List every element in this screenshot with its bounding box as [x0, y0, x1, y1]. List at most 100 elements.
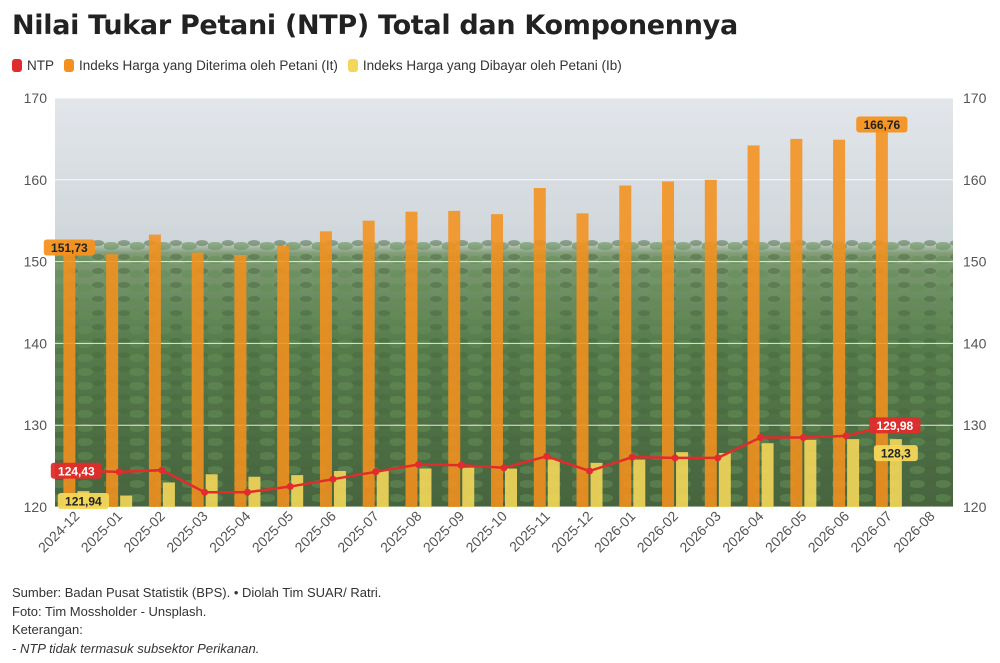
- bar-ib: [162, 482, 175, 507]
- legend-swatch-ib: [347, 59, 358, 72]
- x-tick-label: 2025-10: [462, 508, 510, 556]
- bar-it: [833, 139, 846, 507]
- bar-ib: [505, 468, 517, 507]
- y-tick-label-left: 170: [24, 90, 48, 106]
- bar-it: [277, 246, 290, 508]
- note-text: - NTP tidak termasuk subsektor Perikanan…: [12, 640, 260, 656]
- ntp-point: [586, 467, 594, 475]
- x-tick-label: 2026-01: [591, 508, 639, 556]
- ntp-point: [329, 475, 337, 483]
- legend-item-ntp[interactable]: NTP: [12, 58, 54, 73]
- bar-ib: [333, 471, 346, 507]
- ntp-point: [158, 466, 166, 474]
- bar-it: [704, 179, 717, 508]
- source-note: Sumber: Badan Pusat Statistik (BPS). • D…: [12, 585, 382, 600]
- bar-ib: [120, 495, 133, 507]
- legend-item-ib[interactable]: Indeks Harga yang Dibayar oleh Petani (I…: [347, 58, 622, 73]
- ntp-point: [286, 483, 294, 491]
- bar-ib: [676, 452, 689, 507]
- data-label: 166,76: [864, 118, 901, 132]
- photo-overlay: [55, 98, 953, 507]
- bar-it: [448, 210, 461, 507]
- y-tick-label-left: 160: [24, 172, 48, 188]
- photo-foliage: [55, 238, 953, 507]
- bar-it: [319, 231, 332, 508]
- data-label-bg: [869, 417, 921, 434]
- bar-it: [747, 145, 760, 507]
- bar-ib: [547, 459, 560, 507]
- chart-footer: Sumber: Badan Pusat Statistik (BPS). • D…: [12, 584, 381, 658]
- ntp-point: [372, 468, 380, 476]
- ntp-line-series: [72, 421, 893, 496]
- bar-ib: [718, 453, 731, 507]
- ntp-point: [543, 452, 551, 460]
- data-label: 151,73: [51, 241, 88, 255]
- data-label-bg: [873, 445, 918, 462]
- bar-it: [106, 254, 119, 507]
- bar-it: [191, 252, 204, 507]
- bar-ib: [761, 443, 774, 507]
- bar-it: [875, 124, 888, 507]
- bar-it: [619, 185, 632, 507]
- bars-it-series: [63, 124, 888, 508]
- bar-it: [362, 220, 375, 507]
- x-tick-label: 2025-06: [291, 508, 339, 556]
- y-tick-label-right: 120: [963, 499, 987, 515]
- ntp-point: [414, 460, 422, 468]
- y-tick-label-left: 150: [24, 254, 48, 270]
- legend-swatch-ntp: [12, 59, 22, 72]
- bar-ib: [419, 468, 432, 507]
- legend-label-ib: Indeks Harga yang Dibayar oleh Petani (I…: [362, 58, 622, 73]
- bar-it: [148, 234, 161, 507]
- notes-label: Keterangan:: [12, 622, 83, 637]
- chart-legend: NTP Indeks Harga yang Diterima oleh Peta…: [12, 58, 632, 73]
- bar-ib: [804, 439, 817, 507]
- x-tick-label: 2025-12: [548, 508, 596, 556]
- chart-title: Nilai Tukar Petani (NTP) Total dan Kompo…: [12, 10, 738, 41]
- ntp-point: [243, 488, 251, 496]
- x-tick-label: 2025-07: [334, 508, 382, 556]
- x-tick-label: 2025-04: [206, 508, 254, 556]
- y-tick-label-right: 150: [963, 254, 987, 270]
- x-tick-label: 2026-07: [847, 508, 895, 556]
- ntp-point: [201, 488, 209, 496]
- bar-it: [576, 213, 589, 507]
- data-label: 129,98: [877, 419, 914, 433]
- ntp-point: [500, 464, 508, 472]
- x-tick-label: 2025-11: [506, 508, 553, 555]
- x-tick-label: 2026-06: [805, 508, 853, 556]
- bar-it: [405, 211, 418, 507]
- data-label-bg: [50, 462, 102, 479]
- bar-ib: [205, 474, 218, 507]
- bar-it: [491, 214, 503, 507]
- x-tick-label: 2026-08: [890, 508, 938, 556]
- x-tick-label: 2025-08: [377, 508, 425, 556]
- data-label-bg: [43, 239, 95, 256]
- data-label: 128,3: [881, 447, 911, 461]
- legend-item-it[interactable]: Indeks Harga yang Diterima oleh Petani (…: [64, 58, 338, 73]
- ntp-point: [714, 454, 722, 462]
- x-tick-label: 2025-03: [163, 508, 211, 556]
- legend-label-ntp: NTP: [27, 58, 54, 73]
- legend-label-it: Indeks Harga yang Diterima oleh Petani (…: [79, 58, 338, 73]
- bar-ib: [462, 467, 475, 507]
- bar-ib: [291, 475, 304, 507]
- ntp-point: [757, 433, 765, 441]
- y-tick-label-right: 160: [963, 172, 987, 188]
- x-tick-label: 2026-02: [634, 508, 682, 556]
- y-tick-label-left: 140: [24, 335, 48, 351]
- bar-ib: [590, 462, 603, 507]
- bar-it: [662, 181, 675, 507]
- bar-ib: [633, 459, 646, 507]
- photo-credit: Foto: Tim Mossholder - Unsplash.: [12, 603, 207, 619]
- data-label-bg: [57, 493, 109, 509]
- ntp-line: [76, 424, 890, 494]
- grid-lines: [55, 97, 953, 508]
- y-tick-label-right: 130: [963, 417, 987, 433]
- data-label: 121,94: [65, 495, 102, 509]
- ntp-point: [842, 432, 850, 440]
- ntp-point: [628, 453, 636, 461]
- legend-swatch-it: [64, 59, 74, 72]
- chart-area: 120 130 140 150 160 170 120 130 140 150 160 170 20…: [24, 90, 987, 556]
- bar-it: [533, 187, 546, 507]
